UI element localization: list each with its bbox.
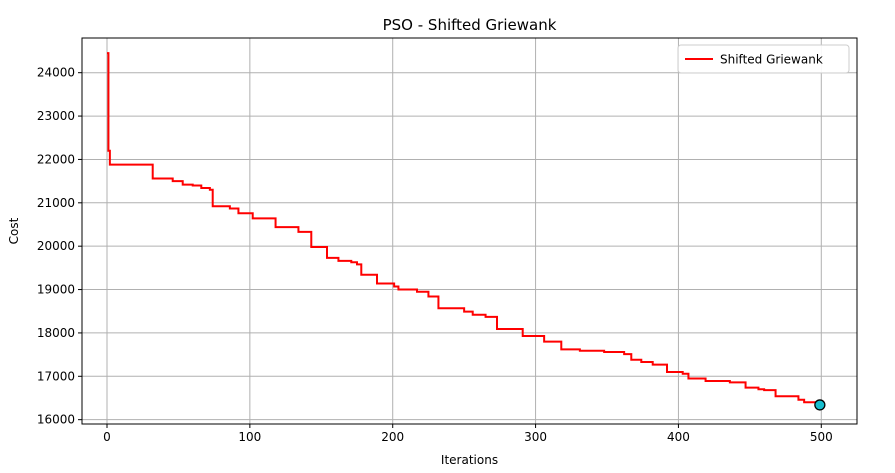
y-axis-label: Cost (7, 217, 21, 244)
y-tick-label: 21000 (37, 196, 75, 210)
y-tick-label: 18000 (37, 326, 75, 340)
x-axis-label: Iterations (441, 453, 498, 467)
chart-title: PSO - Shifted Griewank (383, 16, 557, 34)
x-tick-label: 0 (103, 430, 111, 444)
legend-entry-label: Shifted Griewank (720, 53, 823, 67)
y-tick-label: 24000 (37, 66, 75, 80)
series-layer (107, 52, 826, 411)
grid (82, 38, 857, 424)
y-tick-label: 17000 (37, 369, 75, 383)
y-tick-label: 23000 (37, 109, 75, 123)
x-tick-label: 300 (524, 430, 547, 444)
x-axis: 0 100 200 300 400 500 (103, 424, 833, 444)
legend: Shifted Griewank (677, 44, 850, 74)
plot-frame (81, 37, 858, 425)
x-tick-label: 200 (381, 430, 404, 444)
y-tick-label: 20000 (37, 239, 75, 253)
y-tick-label: 19000 (37, 283, 75, 297)
x-tick-label: 400 (667, 430, 690, 444)
final-point-marker (814, 399, 826, 411)
x-tick-label: 100 (238, 430, 261, 444)
legend-box (677, 44, 850, 74)
y-tick-label: 16000 (37, 413, 75, 427)
y-axis: 16000 17000 18000 19000 20000 21000 22000 23000… (37, 66, 82, 427)
y-tick-label: 22000 (37, 152, 75, 166)
x-tick-label: 500 (810, 430, 833, 444)
series-line-shifted-griewank (107, 52, 821, 405)
